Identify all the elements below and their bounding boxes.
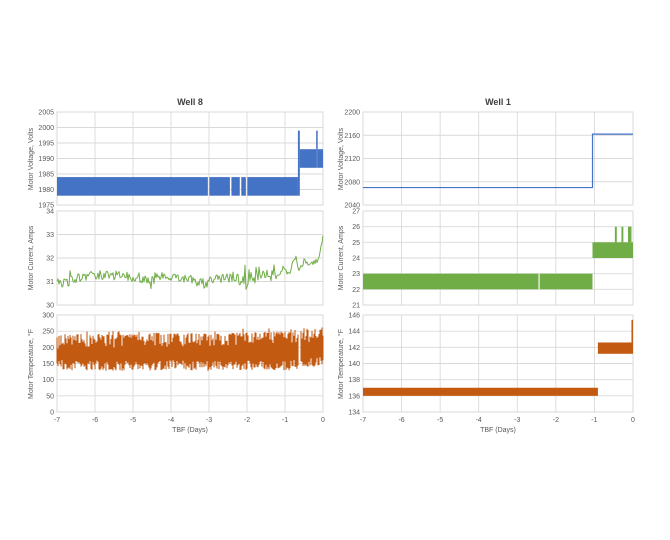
svg-text:1990: 1990 — [38, 156, 54, 163]
svg-text:136: 136 — [348, 393, 360, 400]
svg-text:-4: -4 — [168, 417, 174, 424]
svg-text:2040: 2040 — [344, 203, 360, 210]
svg-text:138: 138 — [348, 377, 360, 384]
svg-text:50: 50 — [46, 393, 54, 400]
y-axis-title-well1-temperature: Motor Temperature, °F — [338, 328, 345, 399]
svg-text:1995: 1995 — [38, 141, 54, 148]
svg-text:34: 34 — [46, 209, 54, 216]
svg-text:0: 0 — [50, 410, 54, 417]
svg-text:146: 146 — [348, 313, 360, 320]
svg-text:-2: -2 — [553, 417, 559, 424]
svg-text:100: 100 — [42, 377, 54, 384]
svg-text:134: 134 — [348, 410, 360, 417]
svg-text:1975: 1975 — [38, 203, 54, 210]
svg-text:-3: -3 — [514, 417, 520, 424]
svg-text:300: 300 — [42, 313, 54, 320]
svg-text:23: 23 — [352, 271, 360, 278]
svg-text:144: 144 — [348, 329, 360, 336]
svg-text:142: 142 — [348, 345, 360, 352]
svg-text:150: 150 — [42, 361, 54, 368]
x-axis-title-well8: TBF (Days) — [172, 427, 208, 434]
svg-text:-6: -6 — [398, 417, 404, 424]
svg-text:26: 26 — [352, 224, 360, 231]
svg-text:33: 33 — [46, 232, 54, 239]
svg-text:30: 30 — [46, 303, 54, 310]
svg-text:27: 27 — [352, 209, 360, 216]
chart-title-well8: Well 8 — [177, 97, 203, 107]
svg-text:-5: -5 — [437, 417, 443, 424]
svg-text:-2: -2 — [244, 417, 250, 424]
svg-text:2200: 2200 — [344, 110, 360, 117]
svg-text:2160: 2160 — [344, 133, 360, 140]
svg-text:2080: 2080 — [344, 179, 360, 186]
svg-text:-1: -1 — [282, 417, 288, 424]
svg-text:-3: -3 — [206, 417, 212, 424]
svg-text:22: 22 — [352, 287, 360, 294]
svg-text:2000: 2000 — [38, 125, 54, 132]
svg-text:1985: 1985 — [38, 172, 54, 179]
svg-text:200: 200 — [42, 345, 54, 352]
svg-text:-6: -6 — [92, 417, 98, 424]
svg-text:-7: -7 — [54, 417, 60, 424]
svg-text:25: 25 — [352, 240, 360, 247]
svg-text:-7: -7 — [360, 417, 366, 424]
svg-text:0: 0 — [321, 417, 325, 424]
svg-text:0: 0 — [631, 417, 635, 424]
chart-title-well1: Well 1 — [485, 97, 511, 107]
svg-text:250: 250 — [42, 329, 54, 336]
svg-text:21: 21 — [352, 303, 360, 310]
svg-text:2005: 2005 — [38, 110, 54, 117]
svg-text:-1: -1 — [591, 417, 597, 424]
x-axis-title-well1: TBF (Days) — [480, 427, 516, 434]
svg-text:140: 140 — [348, 361, 360, 368]
svg-text:-4: -4 — [476, 417, 482, 424]
svg-text:2120: 2120 — [344, 156, 360, 163]
svg-text:24: 24 — [352, 256, 360, 263]
svg-text:31: 31 — [46, 279, 54, 286]
y-axis-title-well8-temperature: Motor Temperature, °F — [28, 328, 35, 399]
svg-text:1980: 1980 — [38, 187, 54, 194]
svg-text:-5: -5 — [130, 417, 136, 424]
svg-text:32: 32 — [46, 256, 54, 263]
